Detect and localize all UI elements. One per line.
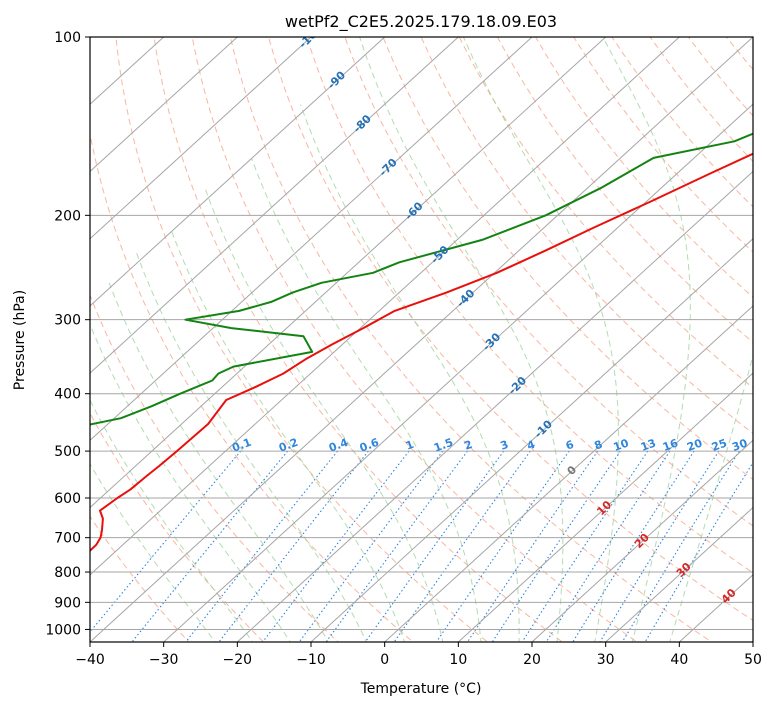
mixing-ratio-label: 6 xyxy=(564,438,576,453)
plot-frame xyxy=(89,36,754,643)
isotherm xyxy=(90,37,386,307)
mixing-ratio-label: 0.4 xyxy=(327,436,350,455)
x-tick-label: 40 xyxy=(670,652,688,668)
isotherm xyxy=(90,37,312,240)
sounding-series xyxy=(90,132,753,552)
isotherm xyxy=(90,37,239,173)
isotherm xyxy=(90,37,607,509)
mixing-ratio-label: 1.5 xyxy=(432,436,455,455)
y-axis-label: Pressure (hPa) xyxy=(12,290,28,390)
mixing-ratio-label: 13 xyxy=(639,436,658,453)
y-tick-label: 800 xyxy=(54,565,81,581)
isotherm xyxy=(310,237,753,642)
y-tick-label: 700 xyxy=(54,531,81,547)
dry-adiabat xyxy=(306,37,753,574)
y-tick-label: 200 xyxy=(54,208,81,224)
isotherm xyxy=(383,305,753,642)
x-tick-label: 10 xyxy=(449,652,467,668)
x-tick-label: 0 xyxy=(380,652,389,668)
temperature-line xyxy=(90,152,753,552)
x-tick-label: −30 xyxy=(149,652,179,668)
mixing-ratio-label: 8 xyxy=(593,438,605,453)
dry-adiabat xyxy=(90,412,265,642)
dry-adiabat xyxy=(90,131,414,642)
y-tick-label: 400 xyxy=(54,387,81,403)
mixing-ratio-label: 36 xyxy=(751,436,770,454)
x-tick-label: −10 xyxy=(296,652,326,668)
x-tick-label: −20 xyxy=(223,652,253,668)
mixing-ratio-label: 1 xyxy=(404,438,416,453)
plot-area: -100-90-80-70-60-50-40-30-20-10010203040… xyxy=(90,37,770,642)
mixing-ratio-label: 2 xyxy=(462,438,474,453)
mixing-ratio-label: 25 xyxy=(710,436,729,453)
mixing-ratio-label: 10 xyxy=(612,436,631,454)
y-axis-ticks: 100 200 300 400 500 600 700 800 900 1000 xyxy=(45,30,90,638)
moist-adiabat xyxy=(359,37,564,642)
isotherm xyxy=(457,372,753,642)
isotherms xyxy=(90,37,753,642)
dewpoint-line xyxy=(90,132,753,426)
x-tick-label: 20 xyxy=(523,652,541,668)
dry-adiabat xyxy=(191,37,638,642)
isobars xyxy=(90,37,753,630)
dry-adiabats xyxy=(90,37,753,642)
x-axis-label: Temperature (°C) xyxy=(360,681,482,697)
chart-title: wetPf2_C2E5.2025.179.18.09.E03 xyxy=(285,12,557,32)
y-tick-label: 300 xyxy=(54,313,81,329)
y-tick-label: 900 xyxy=(54,595,81,611)
x-tick-label: −40 xyxy=(75,652,105,668)
moist-adiabat xyxy=(300,104,520,642)
mixing-ratio-label: 20 xyxy=(685,436,704,454)
mixing-ratio-label: 0.2 xyxy=(277,436,300,455)
y-tick-label: 500 xyxy=(54,444,81,460)
dry-adiabat xyxy=(153,37,564,642)
dry-adiabat xyxy=(90,293,339,642)
isotherm xyxy=(162,103,753,642)
dry-adiabat xyxy=(90,515,190,642)
dry-adiabat xyxy=(267,37,753,622)
dry-adiabat xyxy=(115,37,489,642)
mixing-ratio-label: 16 xyxy=(661,436,680,454)
isotherm xyxy=(604,506,753,642)
moist-adiabat xyxy=(90,323,291,642)
mixing-ratio-label: 4 xyxy=(525,438,537,453)
moist-adiabat xyxy=(250,157,482,642)
isotherm xyxy=(236,170,753,642)
moist-adiabat xyxy=(90,399,254,642)
mixing-ratio-label: 0.6 xyxy=(358,436,381,455)
isotherm xyxy=(90,37,753,642)
x-tick-label: 30 xyxy=(597,652,615,668)
x-axis-ticks: −40 −30 −20 −10 0 10 20 30 40 50 xyxy=(75,642,762,668)
y-tick-label: 1000 xyxy=(45,622,81,638)
moist-adiabat xyxy=(462,37,620,642)
isotherm xyxy=(531,439,753,642)
y-tick-label: 100 xyxy=(54,30,81,46)
mixing-ratio-label: 30 xyxy=(730,436,749,454)
isotherm xyxy=(90,37,460,374)
y-tick-label: 600 xyxy=(54,491,81,507)
isotherm xyxy=(90,37,533,442)
mixing-ratio-label: 0.1 xyxy=(230,436,253,455)
mixing-ratio-label: 3 xyxy=(499,438,511,453)
moist-adiabat xyxy=(204,188,444,642)
dry-adiabat xyxy=(458,37,753,389)
x-tick-label: 50 xyxy=(744,652,762,668)
moist-adiabat xyxy=(135,251,367,642)
dry-adiabat xyxy=(420,37,753,435)
